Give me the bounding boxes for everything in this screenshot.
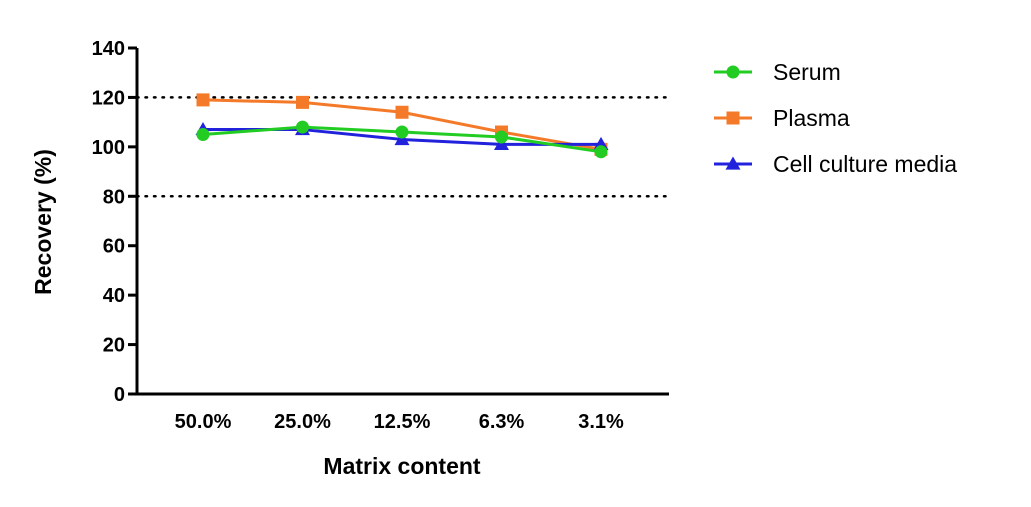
x-tick-label: 50.0% xyxy=(175,411,232,433)
x-tick-label: 3.1% xyxy=(578,411,624,433)
data-point-plasma xyxy=(196,93,210,107)
y-tick-label: 120 xyxy=(92,87,125,109)
legend-label-serum: Serum xyxy=(773,59,841,85)
legend-item-serum: Serum xyxy=(714,59,841,85)
x-axis-title: Matrix content xyxy=(323,453,481,479)
x-ticks: 50.0% 25.0% 12.5% 6.3% 3.1% xyxy=(175,411,624,433)
series-serum xyxy=(196,120,608,159)
y-tick-label: 80 xyxy=(103,186,125,208)
legend-label-cell-culture-media: Cell culture media xyxy=(773,151,957,177)
data-point-plasma xyxy=(395,105,409,119)
y-tick-label: 100 xyxy=(92,137,125,159)
data-point-serum xyxy=(495,130,508,144)
legend: Serum Plasma Cell culture media xyxy=(714,59,957,177)
legend-marker-serum xyxy=(726,65,740,79)
data-point-serum xyxy=(594,145,608,159)
legend-item-plasma: Plasma xyxy=(714,105,850,131)
y-tick-label: 60 xyxy=(103,236,125,258)
axes xyxy=(135,48,669,396)
y-axis-title: Recovery (%) xyxy=(30,149,56,295)
legend-item-cell-culture-media: Cell culture media xyxy=(714,151,957,177)
y-tick-label: 0 xyxy=(114,384,125,406)
x-tick-label: 12.5% xyxy=(374,411,431,433)
reference-lines xyxy=(135,96,671,198)
legend-label-plasma: Plasma xyxy=(773,105,850,131)
data-point-serum xyxy=(196,128,210,141)
series-layer xyxy=(195,93,609,159)
legend-marker-cell-culture-media xyxy=(725,156,741,170)
data-point-plasma xyxy=(296,95,309,109)
y-tick-label: 20 xyxy=(103,335,125,357)
y-ticks: 0 20 40 60 80 100 120 140 xyxy=(92,38,137,406)
y-tick-label: 140 xyxy=(92,38,125,60)
data-point-serum xyxy=(296,120,309,134)
data-point-serum xyxy=(395,125,409,139)
y-tick-label: 40 xyxy=(103,285,125,307)
x-tick-label: 6.3% xyxy=(479,411,525,433)
x-tick-label: 25.0% xyxy=(274,411,331,433)
series-plasma xyxy=(196,93,608,156)
legend-marker-plasma xyxy=(726,111,740,125)
